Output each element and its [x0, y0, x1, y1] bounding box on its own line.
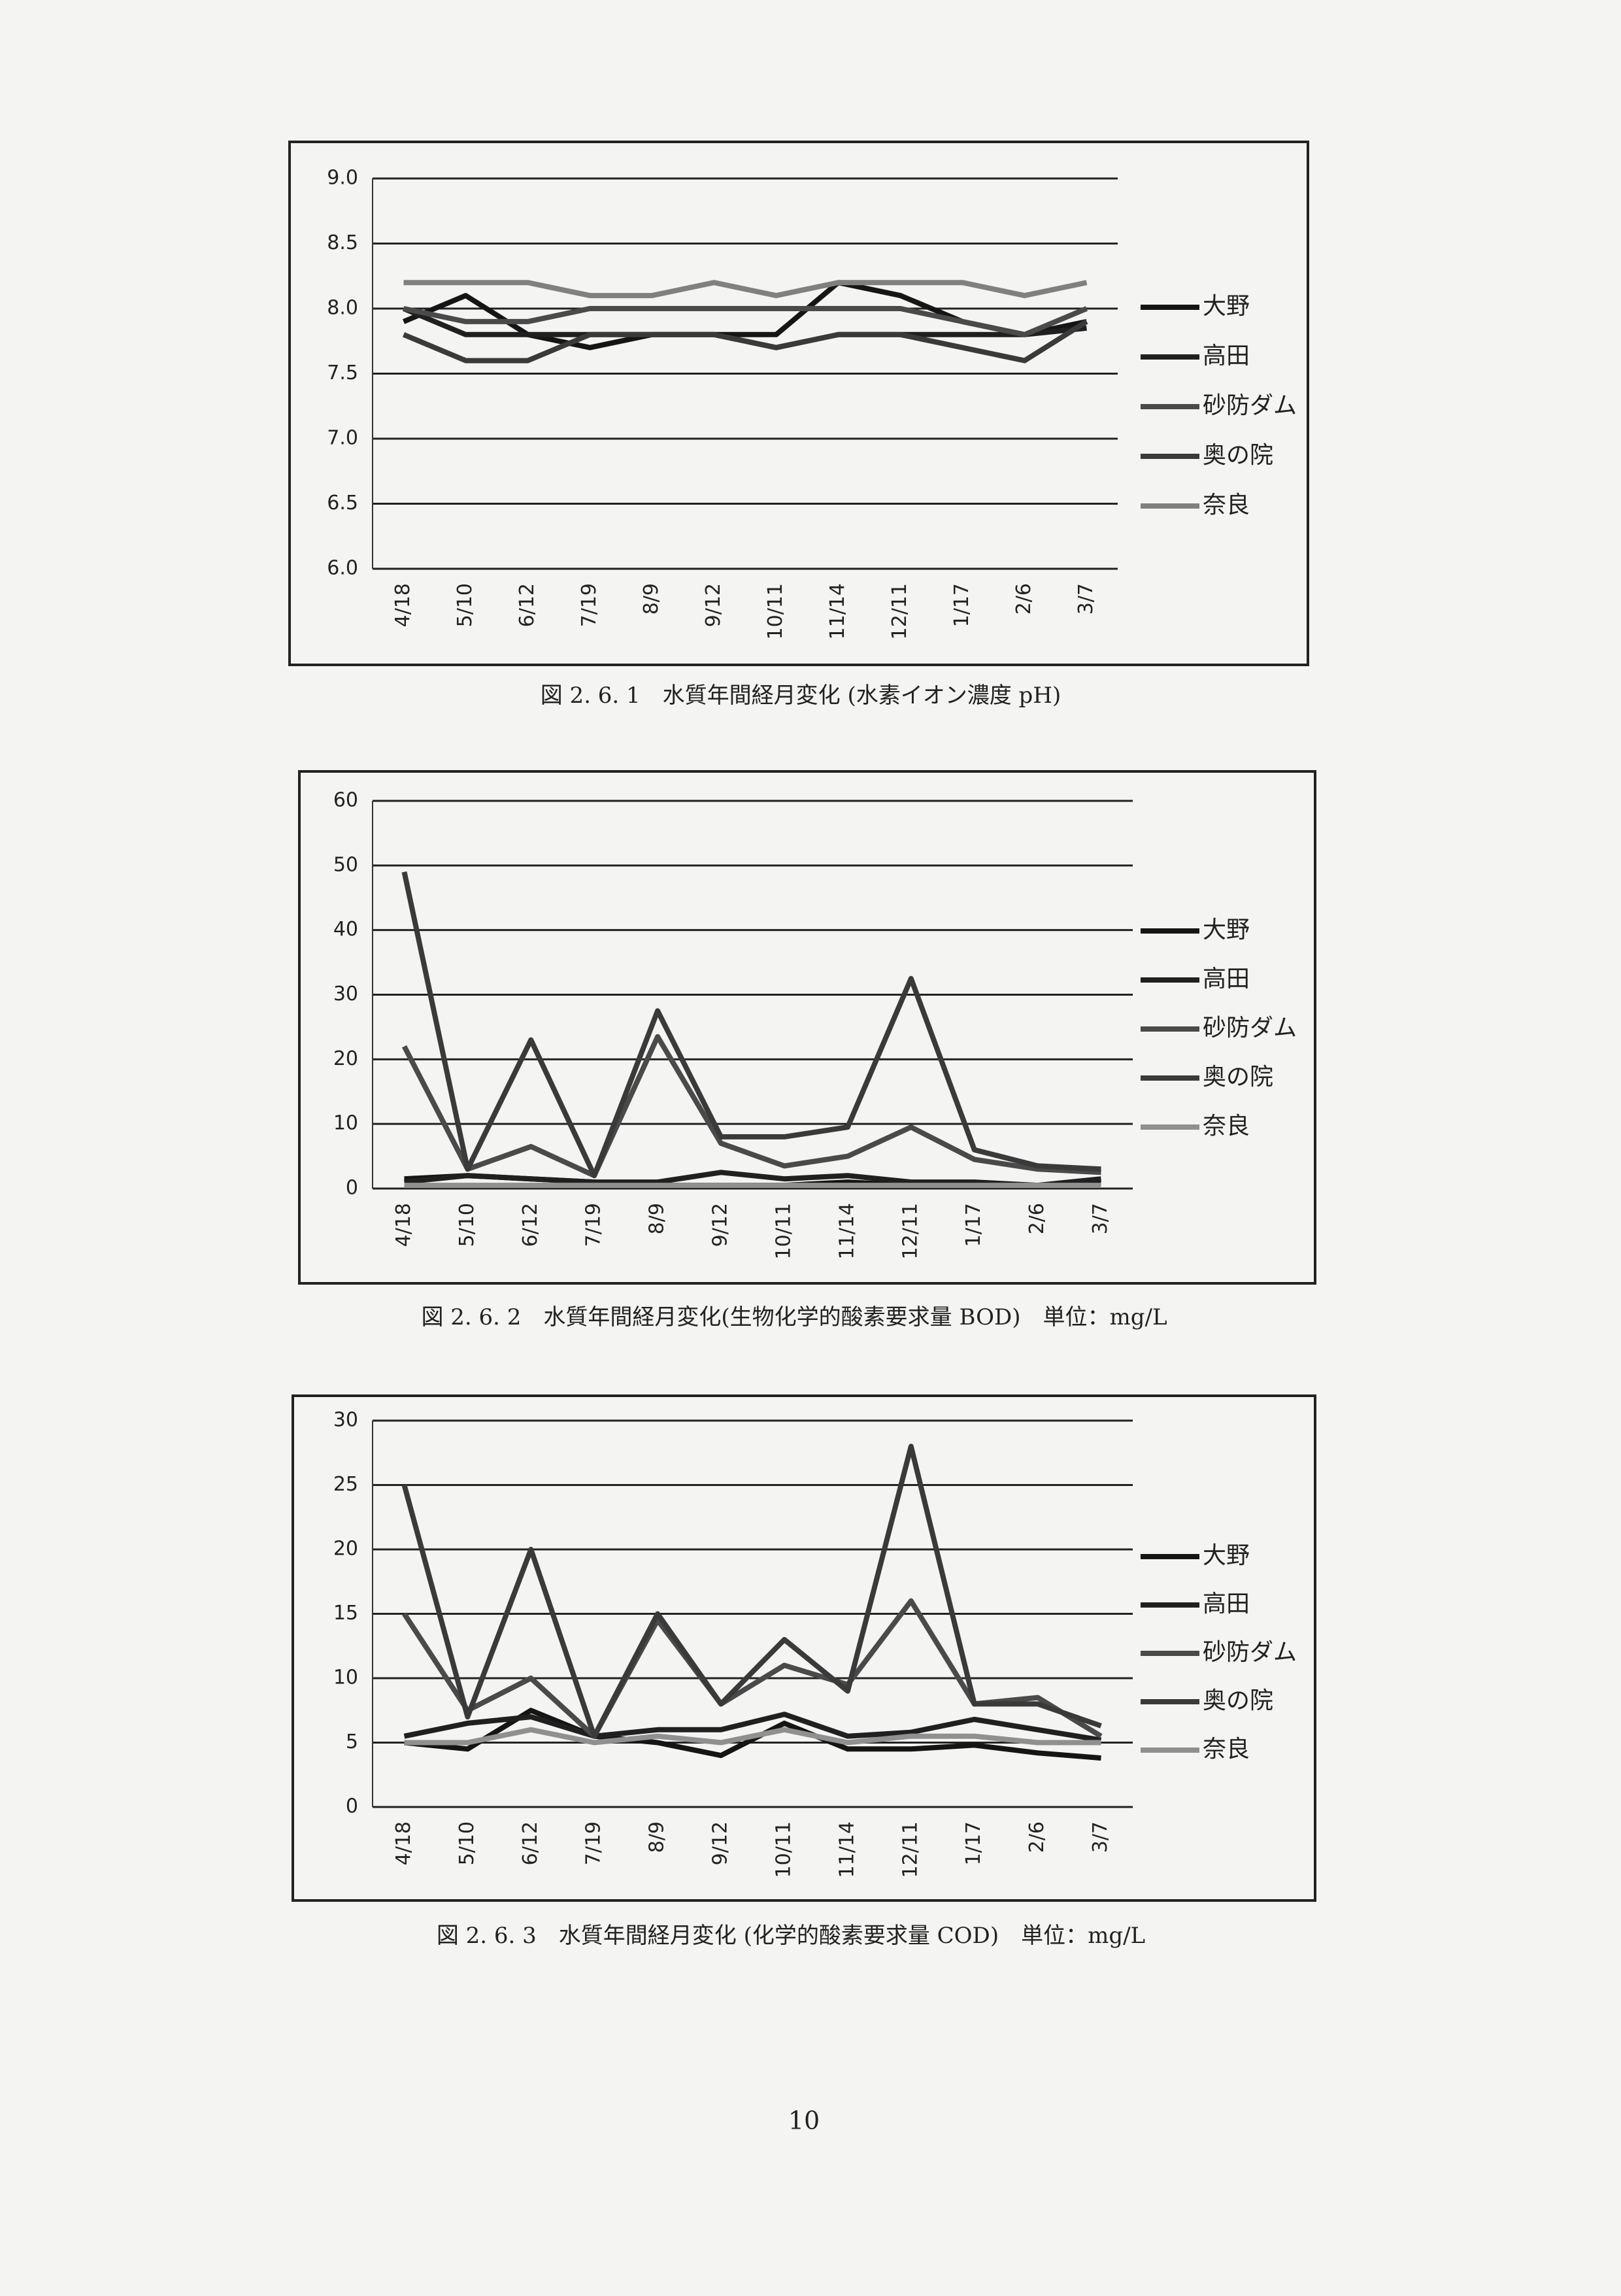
x-tick-label: 10/11 — [764, 583, 787, 639]
x-tick-label: 11/14 — [835, 1821, 858, 1878]
legend-label: 高田 — [1203, 966, 1250, 992]
y-tick-label: 10 — [333, 1666, 358, 1689]
legend-label: 奥の院 — [1203, 1064, 1273, 1090]
x-tick-label: 7/19 — [578, 583, 601, 627]
x-tick-label: 6/12 — [516, 583, 539, 627]
x-tick-label: 6/12 — [519, 1821, 542, 1865]
x-tick-label: 5/10 — [456, 1203, 478, 1247]
legend-label: 大野 — [1203, 293, 1250, 320]
chart-frame — [292, 1394, 1316, 1902]
chart-frame — [288, 141, 1309, 666]
x-tick-label: 9/12 — [709, 1821, 732, 1865]
x-tick-label: 2/6 — [1026, 1821, 1048, 1853]
y-tick-label: 6.0 — [327, 557, 358, 580]
x-tick-label: 7/19 — [582, 1203, 605, 1247]
legend-label: 大野 — [1203, 917, 1250, 943]
data-line — [402, 280, 1088, 350]
data-line — [401, 871, 1101, 1179]
x-tick-label: 4/18 — [392, 583, 414, 627]
data-line — [401, 1443, 1102, 1739]
legend-label: 奥の院 — [1203, 1687, 1273, 1714]
data-line — [403, 280, 1088, 299]
x-tick-label: 8/9 — [646, 1821, 669, 1853]
legend-label: 高田 — [1203, 1591, 1250, 1617]
y-tick-label: 25 — [333, 1473, 358, 1496]
y-tick-label: 50 — [333, 853, 358, 876]
x-tick-label: 8/9 — [646, 1203, 669, 1234]
y-tick-label: 8.5 — [327, 231, 358, 254]
data-line — [403, 306, 1088, 337]
x-tick-label: 2/6 — [1012, 583, 1035, 615]
x-tick-label: 11/14 — [835, 1203, 858, 1259]
x-tick-label: 8/9 — [640, 583, 663, 615]
x-tick-label: 11/14 — [826, 583, 849, 639]
legend-label: 奈良 — [1203, 492, 1250, 518]
y-tick-label: 6.5 — [327, 492, 358, 515]
legend-label: 大野 — [1203, 1542, 1250, 1569]
x-tick-label: 6/12 — [519, 1203, 542, 1247]
x-tick-label: 4/18 — [392, 1203, 415, 1247]
figure-caption: 図 2. 6. 2 水質年間経月変化(生物化学的酸素要求量 BOD) 単位：mg… — [421, 1304, 1167, 1330]
y-tick-label: 9.0 — [327, 167, 358, 190]
x-tick-label: 12/11 — [899, 1821, 922, 1878]
data-line — [401, 1034, 1101, 1179]
x-tick-label: 5/10 — [456, 1821, 478, 1865]
x-tick-label: 1/17 — [950, 583, 973, 627]
x-tick-label: 10/11 — [772, 1203, 795, 1259]
figure-caption: 図 2. 6. 3 水質年間経月変化 (化学的酸素要求量 COD) 単位：mg/… — [437, 1923, 1145, 1949]
x-tick-label: 9/12 — [709, 1203, 732, 1247]
data-line — [403, 1712, 1102, 1743]
x-tick-label: 9/12 — [702, 583, 725, 627]
figure-caption: 図 2. 6. 1 水質年間経月変化 (水素イオン濃度 pH) — [541, 683, 1061, 709]
x-tick-label: 3/7 — [1089, 1821, 1112, 1853]
x-tick-label: 10/11 — [772, 1821, 795, 1878]
legend-label: 砂防ダム — [1203, 392, 1297, 419]
x-tick-label: 1/17 — [962, 1203, 985, 1247]
y-tick-label: 15 — [333, 1602, 358, 1625]
chart-frame — [298, 770, 1316, 1285]
y-tick-label: 7.0 — [327, 427, 358, 450]
y-tick-label: 5 — [346, 1730, 358, 1753]
y-tick-label: 30 — [333, 983, 358, 1005]
y-tick-label: 40 — [333, 918, 358, 941]
x-tick-label: 12/11 — [899, 1203, 922, 1259]
y-tick-label: 30 — [333, 1409, 358, 1432]
page-number: 10 — [788, 2106, 820, 2135]
legend-label: 砂防ダム — [1203, 1015, 1297, 1041]
x-tick-label: 4/18 — [392, 1821, 415, 1865]
data-line — [402, 319, 1088, 363]
x-tick-label: 1/17 — [962, 1821, 985, 1865]
legend-label: 奈良 — [1203, 1113, 1250, 1140]
y-tick-label: 60 — [333, 789, 358, 812]
x-tick-label: 7/19 — [582, 1821, 605, 1865]
x-tick-label: 3/7 — [1089, 1203, 1112, 1234]
x-tick-label: 5/10 — [454, 583, 476, 627]
legend-label: 高田 — [1203, 343, 1250, 369]
data-line — [404, 1727, 1101, 1746]
y-tick-label: 20 — [333, 1538, 358, 1561]
data-line — [404, 1170, 1101, 1189]
y-tick-label: 7.5 — [327, 362, 358, 384]
legend-label: 奈良 — [1203, 1736, 1250, 1763]
x-tick-label: 3/7 — [1075, 583, 1097, 615]
x-tick-label: 2/6 — [1026, 1203, 1048, 1234]
y-tick-label: 0 — [346, 1177, 358, 1200]
y-tick-label: 0 — [346, 1795, 358, 1818]
legend-label: 砂防ダム — [1203, 1639, 1297, 1666]
y-tick-label: 10 — [333, 1112, 358, 1135]
y-tick-label: 20 — [333, 1047, 358, 1070]
y-tick-label: 8.0 — [327, 297, 358, 320]
x-tick-label: 12/11 — [888, 583, 911, 639]
legend-label: 奥の院 — [1203, 442, 1273, 469]
